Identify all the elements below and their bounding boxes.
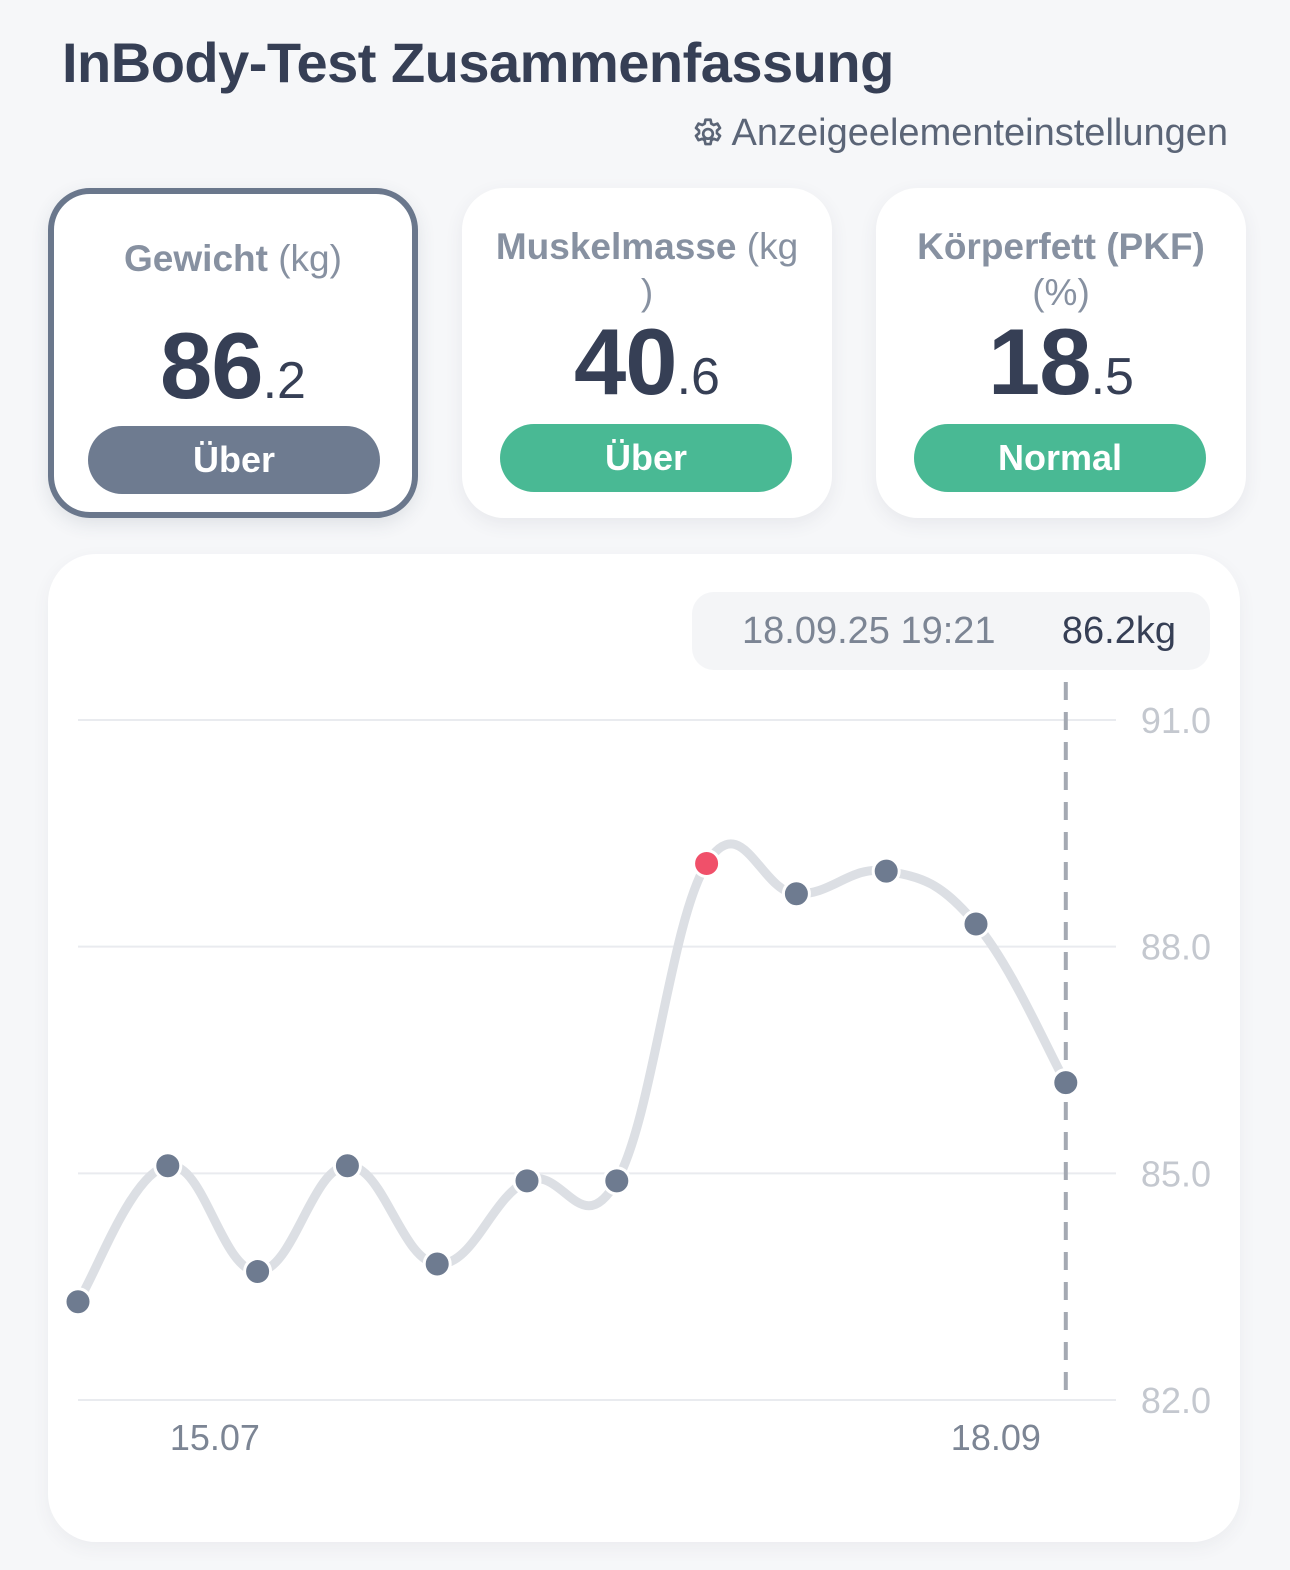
body-fat-value: 18.5: [988, 309, 1134, 414]
data-point: [332, 1151, 362, 1181]
data-point: [243, 1257, 273, 1287]
weight-card[interactable]: Gewicht (kg) 86.2 Über: [48, 188, 418, 518]
body-fat-card[interactable]: Körperfett (PKF) (%) 18.5 Normal: [876, 188, 1246, 518]
data-point: [63, 1287, 93, 1317]
weight-name: Gewicht: [124, 238, 268, 279]
muscle-mass-unit-cont: ): [640, 272, 654, 313]
tooltip-value: 86.2kg: [1061, 610, 1176, 652]
body-fat-status-badge: Normal: [914, 424, 1206, 492]
weight-value: 86.2: [160, 313, 306, 418]
y-tick-label: 88.0: [1141, 927, 1211, 968]
metric-cards: Gewicht (kg) 86.2 Über Muskelmasse (kg )…: [48, 188, 1246, 518]
series-line: [73, 839, 1071, 1307]
data-point-highlight: [692, 849, 722, 879]
data-point: [602, 1166, 632, 1196]
weight-label: Gewicht (kg): [74, 236, 392, 282]
weight-status-badge: Über: [88, 426, 380, 494]
data-point: [153, 1151, 183, 1181]
data-point: [422, 1249, 452, 1279]
x-tick-label: 15.07: [170, 1417, 260, 1458]
weight-unit: (kg): [278, 238, 342, 279]
weight-chart-card[interactable]: 18.09.25 19:21 86.2kg 91.0 88.0 85.0 82.0 15…: [48, 554, 1240, 1542]
tooltip-date: 18.09.25 19:21: [742, 610, 996, 652]
body-fat-name: Körperfett (PKF): [917, 226, 1205, 267]
x-tick-label: 18.09: [951, 1417, 1041, 1458]
body-fat-label: Körperfett (PKF) (%): [896, 224, 1226, 316]
y-tick-label: 91.0: [1141, 700, 1211, 741]
data-point: [512, 1166, 542, 1196]
settings-label: Anzeigeelementeinstellungen: [731, 112, 1228, 154]
body-fat-unit: (%): [1032, 272, 1090, 313]
muscle-mass-value: 40.6: [574, 309, 720, 414]
page-title: InBody-Test Zusammenfassung: [62, 31, 894, 94]
weight-line-chart[interactable]: 91.0 88.0 85.0 82.0 15.07 18.09: [48, 554, 1240, 1542]
muscle-mass-name: Muskelmasse: [495, 226, 737, 267]
gear-icon: [694, 117, 721, 145]
y-tick-label: 85.0: [1141, 1153, 1211, 1194]
muscle-mass-card[interactable]: Muskelmasse (kg ) 40.6 Über: [462, 188, 832, 518]
y-tick-label: 82.0: [1141, 1380, 1211, 1421]
data-point: [1051, 1068, 1081, 1098]
muscle-mass-status-badge: Über: [500, 424, 792, 492]
data-point: [871, 856, 901, 886]
data-point: [781, 879, 811, 909]
muscle-mass-label: Muskelmasse (kg ): [482, 224, 812, 316]
display-settings-link[interactable]: Anzeigeelementeinstellungen: [690, 112, 1228, 155]
data-point: [961, 909, 991, 939]
muscle-mass-unit: (kg: [746, 226, 799, 267]
chart-tooltip: 18.09.25 19:21 86.2kg: [692, 592, 1210, 670]
